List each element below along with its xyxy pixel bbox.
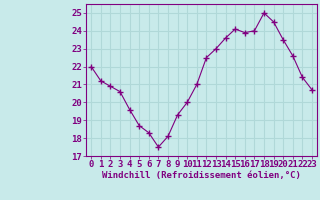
X-axis label: Windchill (Refroidissement éolien,°C): Windchill (Refroidissement éolien,°C) [102,171,301,180]
